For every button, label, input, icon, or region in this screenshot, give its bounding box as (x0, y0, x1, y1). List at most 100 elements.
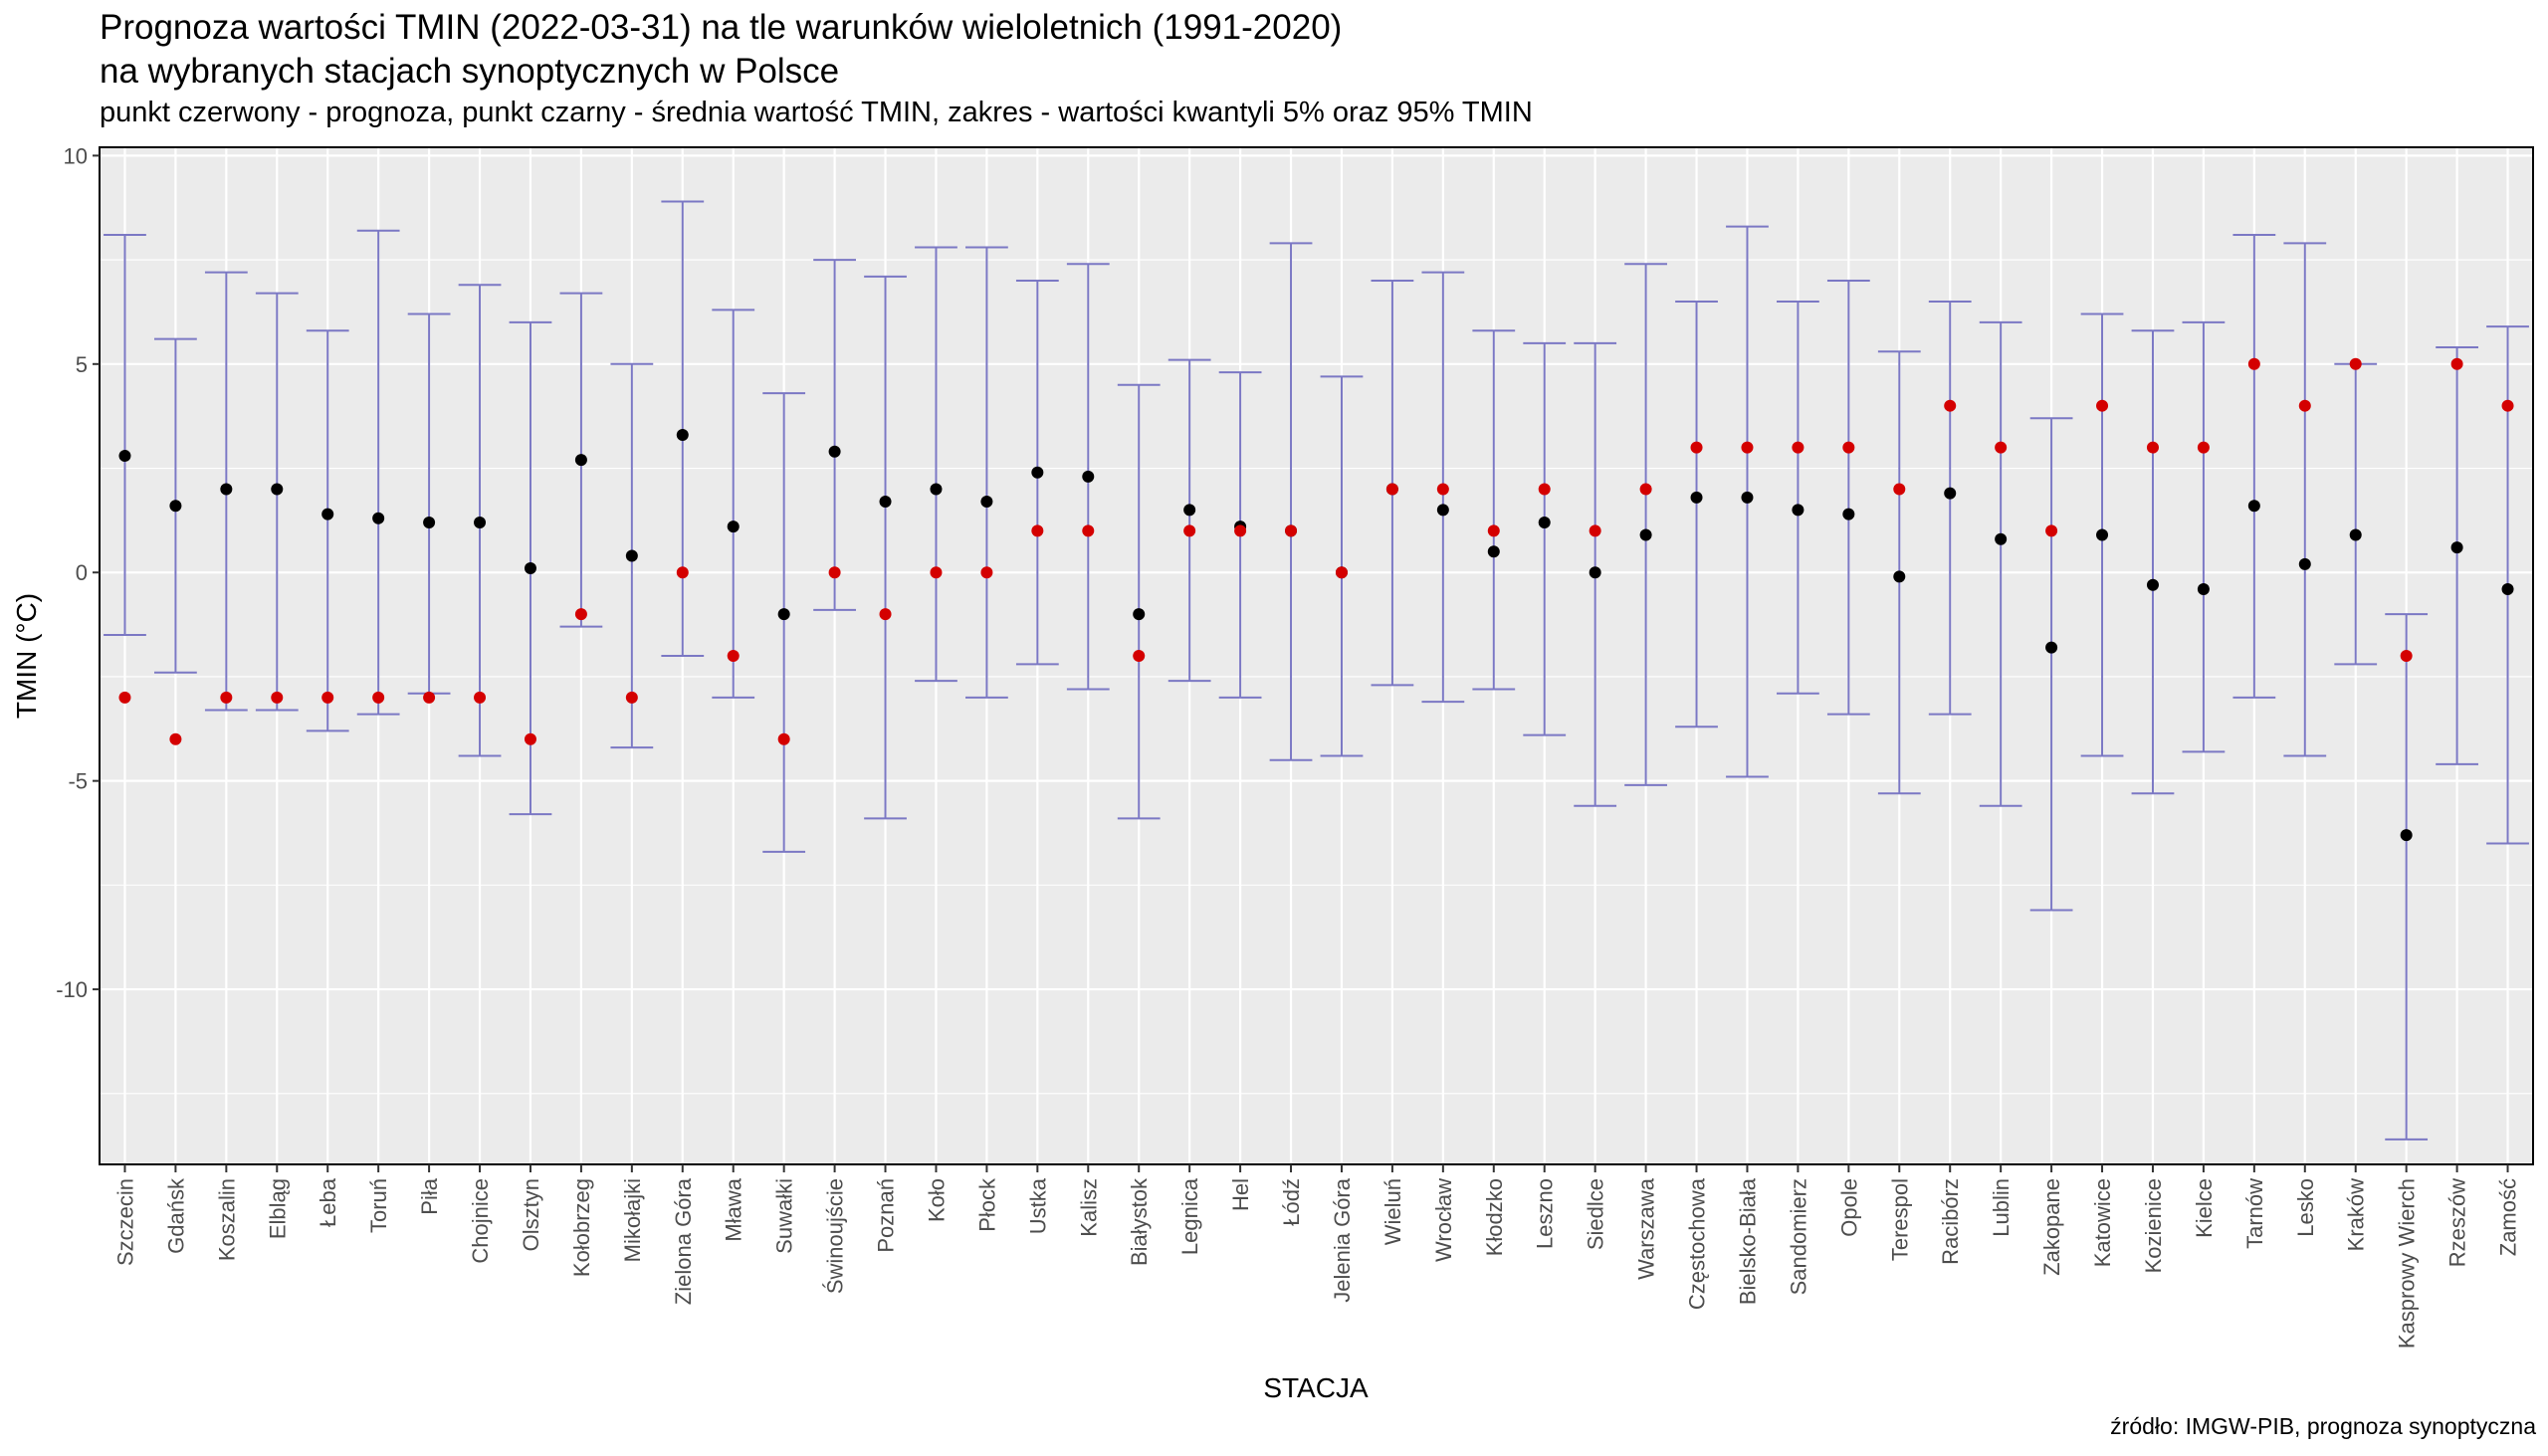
mean-point (1893, 570, 1906, 583)
forecast-point (1893, 483, 1906, 496)
mean-point (1538, 516, 1551, 528)
mean-point (1082, 470, 1095, 483)
source-caption: źródło: IMGW-PIB, prognoza synoptyczna (2110, 1413, 2536, 1439)
mean-point (1639, 528, 1652, 541)
forecast-point (524, 732, 536, 745)
chart-title: Prognoza wartości TMIN (2022-03-31) na t… (100, 6, 1342, 94)
mean-point (2247, 500, 2260, 513)
mean-point (2298, 557, 2311, 570)
x-tick-label: Kalisz (1076, 1178, 1101, 1237)
forecast-point (474, 691, 487, 704)
x-tick-label: Zakopane (2039, 1178, 2064, 1276)
y-axis-title: TMIN (°C) (11, 593, 42, 719)
forecast-point (625, 691, 638, 704)
forecast-point (2247, 357, 2260, 370)
forecast-points (118, 357, 2514, 745)
x-tick-label: Świnoujście (823, 1178, 848, 1294)
x-tick-label: Koło (924, 1178, 949, 1222)
mean-point (2450, 541, 2463, 554)
y-axis-ticks: 10 5 0 -5 -10 (56, 143, 100, 1002)
chart-title-line-2: na wybranych stacjach synoptycznych w Po… (100, 52, 840, 91)
forecast-point (372, 691, 385, 704)
forecast-point (1183, 524, 1196, 537)
forecast-point (1385, 483, 1398, 496)
forecast-point (2349, 357, 2362, 370)
y-tick-label: 0 (76, 560, 88, 585)
x-tick-label: Wieluń (1380, 1178, 1405, 1245)
x-tick-label: Gdańsk (163, 1177, 188, 1254)
y-tick-label: -5 (68, 769, 88, 794)
forecast-point (169, 732, 182, 745)
mean-point (2146, 578, 2159, 591)
mean-point (1436, 504, 1449, 517)
x-tick-label: Racibórz (1938, 1178, 1963, 1265)
forecast-point (2501, 399, 2514, 412)
mean-point (169, 500, 182, 513)
mean-point (271, 483, 284, 496)
mean-point (625, 549, 638, 562)
x-tick-label: Toruń (366, 1178, 391, 1233)
x-tick-label: Kielce (2192, 1178, 2217, 1238)
forecast-point (1589, 524, 1601, 537)
x-tick-label: Olsztyn (519, 1178, 543, 1251)
x-tick-label: Warszawa (1634, 1177, 1659, 1280)
mean-point (828, 445, 841, 458)
x-tick-label: Hel (1228, 1178, 1253, 1211)
forecast-point (1538, 483, 1551, 496)
mean-point (574, 454, 587, 467)
plot-panel (100, 147, 2533, 1164)
x-tick-label: Kłodzko (1482, 1178, 1507, 1256)
x-tick-label: Tarnów (2242, 1178, 2267, 1249)
forecast-point (828, 566, 841, 579)
forecast-point (727, 650, 740, 662)
x-tick-label: Kozienice (2141, 1178, 2166, 1273)
y-tick-label: 10 (64, 143, 88, 168)
forecast-point (1995, 441, 2008, 454)
forecast-point (2146, 441, 2159, 454)
quantile-ranges (104, 200, 2529, 1141)
x-tick-label: Częstochowa (1685, 1177, 1710, 1310)
forecast-point (1031, 524, 1044, 537)
mean-point (777, 608, 790, 621)
plot-border (99, 146, 2534, 1165)
mean-point (1995, 532, 2008, 545)
chart-subtitle: punkt czerwony - prognoza, punkt czarny … (100, 97, 1533, 128)
x-tick-label: Szczecin (112, 1178, 137, 1266)
forecast-point (2450, 357, 2463, 370)
grid-lines (100, 147, 2533, 1164)
mean-point (1183, 504, 1196, 517)
mean-point (879, 496, 892, 509)
x-tick-label: Ustka (1025, 1177, 1050, 1234)
forecast-point (1285, 524, 1298, 537)
x-tick-label: Kasprowy Wierch (2395, 1178, 2420, 1349)
x-tick-label: Suwałki (772, 1178, 797, 1254)
x-tick-label: Zamość (2496, 1178, 2521, 1256)
mean-point (2400, 829, 2413, 842)
x-tick-label: Chojnice (468, 1178, 493, 1264)
mean-point (524, 562, 536, 575)
forecast-point (676, 566, 689, 579)
x-tick-label: Lublin (1989, 1178, 2014, 1237)
x-tick-label: Katowice (2090, 1178, 2115, 1267)
x-tick-label: Piła (417, 1177, 442, 1214)
chart-title-line-1: Prognoza wartości TMIN (2022-03-31) na t… (100, 8, 1343, 47)
forecast-point (118, 691, 131, 704)
mean-point (1944, 487, 1957, 500)
x-tick-label: Rzeszów (2445, 1178, 2470, 1267)
forecast-point (1436, 483, 1449, 496)
x-tick-label: Koszalin (214, 1178, 239, 1261)
forecast-point (2096, 399, 2109, 412)
forecast-point (1944, 399, 1957, 412)
mean-point (423, 516, 436, 528)
forecast-point (423, 691, 436, 704)
forecast-point (2400, 650, 2413, 662)
mean-point (220, 483, 233, 496)
x-tick-label: Opole (1836, 1178, 1861, 1237)
mean-point (727, 520, 740, 533)
forecast-point (2298, 399, 2311, 412)
forecast-point (1842, 441, 1855, 454)
mean-point (1589, 566, 1601, 579)
mean-point (2096, 528, 2109, 541)
x-tick-label: Siedlce (1584, 1178, 1608, 1250)
